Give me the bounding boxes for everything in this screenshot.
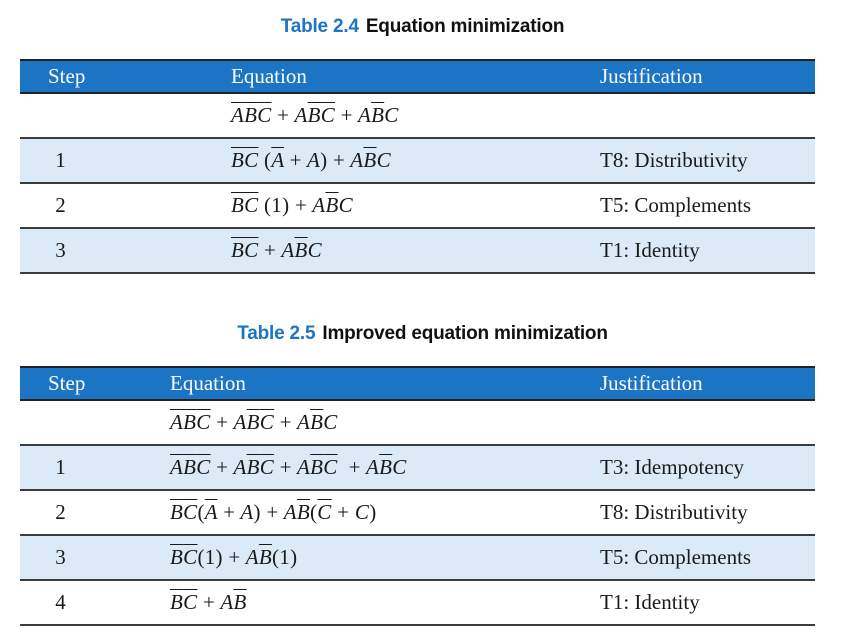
justification-cell: T1: Identity: [600, 580, 815, 626]
table-row: 2 BC(A + A) + AB(C + C) T8: Distributivi…: [20, 490, 815, 536]
step-cell: 1: [20, 445, 105, 491]
step-cell: [20, 93, 105, 139]
step-cell: 2: [20, 183, 105, 229]
table-row: 3 BC(1) + AB(1) T5: Complements: [20, 535, 815, 581]
table-row: 1 ABC + ABC + ABC + ABC T3: Idempotency: [20, 445, 815, 491]
justification-cell: T5: Complements: [600, 535, 815, 581]
header-justification: Justification: [600, 59, 815, 94]
table-row: 3 BC + ABC T1: Identity: [20, 228, 815, 274]
justification-cell: T1: Identity: [600, 228, 815, 274]
equation-cell: BC + AB: [105, 580, 600, 626]
table-caption: Table 2.5 Improved equation minimization: [0, 323, 845, 345]
table-row: 4 BC + AB T1: Identity: [20, 580, 815, 626]
justification-cell: [600, 400, 815, 446]
table-caption-title: Equation minimization: [365, 16, 565, 37]
table-row: ABC + ABC + ABC: [20, 400, 815, 446]
justification-cell: T8: Distributivity: [600, 490, 815, 536]
equation-cell: BC(A + A) + AB(C + C): [105, 490, 600, 536]
table-row: 1 BC (A + A) + ABC T8: Distributivity: [20, 138, 815, 184]
justification-cell: [600, 93, 815, 139]
step-cell: 2: [20, 490, 105, 536]
table-header-row: Step Equation Justification: [20, 366, 815, 401]
equation-minimization-table: Step Equation Justification ABC + ABC + …: [20, 59, 815, 274]
step-cell: 3: [20, 535, 105, 581]
step-cell: 4: [20, 580, 105, 626]
table-caption: Table 2.4 Equation minimization: [0, 16, 845, 38]
table-caption-number: Table 2.4: [280, 16, 359, 37]
header-step: Step: [20, 59, 105, 94]
step-cell: 1: [20, 138, 105, 184]
step-cell: 3: [20, 228, 105, 274]
header-step: Step: [20, 366, 105, 401]
equation-cell: BC (1) + ABC: [105, 183, 600, 229]
header-equation: Equation: [105, 59, 600, 94]
header-equation: Equation: [105, 366, 600, 401]
table-row: 2 BC (1) + ABC T5: Complements: [20, 183, 815, 229]
table-header-row: Step Equation Justification: [20, 59, 815, 94]
table-caption-title: Improved equation minimization: [322, 323, 608, 344]
equation-cell: BC(1) + AB(1): [105, 535, 600, 581]
equation-cell: ABC + ABC + ABC: [105, 400, 600, 446]
equation-cell: ABC + ABC + ABC: [105, 93, 600, 139]
table-caption-number: Table 2.5: [237, 323, 316, 344]
justification-cell: T8: Distributivity: [600, 138, 815, 184]
justification-cell: T5: Complements: [600, 183, 815, 229]
table-row: ABC + ABC + ABC: [20, 93, 815, 139]
header-justification: Justification: [600, 366, 815, 401]
justification-cell: T3: Idempotency: [600, 445, 815, 491]
equation-cell: BC + ABC: [105, 228, 600, 274]
improved-equation-minimization-table: Step Equation Justification ABC + ABC + …: [20, 366, 815, 626]
equation-cell: BC (A + A) + ABC: [105, 138, 600, 184]
equation-cell: ABC + ABC + ABC + ABC: [105, 445, 600, 491]
step-cell: [20, 400, 105, 446]
